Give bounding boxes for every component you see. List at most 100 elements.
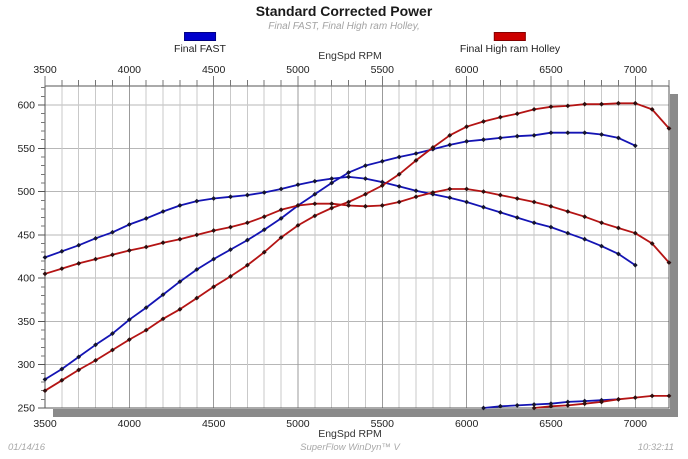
series-marker-final-fast-torque <box>228 194 233 200</box>
series-marker-final-holley-power <box>497 114 503 120</box>
series-marker-final-holley-torque <box>42 271 48 277</box>
series-marker-final-holley-lower-trace <box>582 401 588 407</box>
series-marker-final-fast-power <box>565 130 571 136</box>
series-marker-final-fast-torque <box>447 195 453 201</box>
series-marker-final-fast-power <box>110 331 115 336</box>
series-marker-final-holley-power <box>464 124 470 130</box>
series-marker-final-fast-torque <box>194 198 200 204</box>
axis-tick-label: 400 <box>17 273 35 285</box>
axis-tick-label: 3500 <box>33 418 57 430</box>
axis-tick-label: 300 <box>17 359 35 371</box>
series-marker-final-holley-torque <box>413 194 419 200</box>
series-marker-final-fast-power <box>363 163 368 169</box>
series-marker-final-fast-power <box>632 143 638 149</box>
series-marker-final-holley-power <box>329 205 335 211</box>
series-marker-final-holley-torque <box>464 186 470 192</box>
series-marker-final-holley-power <box>160 316 166 322</box>
series-marker-final-holley-torque <box>244 220 250 226</box>
series-marker-final-fast-torque <box>295 182 301 188</box>
series-marker-final-fast-power <box>177 279 183 285</box>
series-marker-final-fast-torque <box>59 248 65 254</box>
legend-swatch-final-fast <box>184 32 216 41</box>
series-marker-final-holley-lower-trace <box>649 393 655 399</box>
series-marker-final-fast-torque <box>582 236 588 242</box>
series-marker-final-fast-power <box>228 247 233 252</box>
series-marker-final-holley-torque <box>295 203 301 208</box>
series-marker-final-holley-torque <box>261 214 267 220</box>
series-marker-final-holley-torque <box>565 209 571 214</box>
series-marker-final-fast-lower-trace <box>548 401 554 407</box>
series-marker-final-holley-power <box>447 132 453 138</box>
axis-tick-label: 6500 <box>539 64 563 76</box>
series-marker-final-holley-torque <box>649 241 655 246</box>
series-marker-final-holley-power <box>379 183 385 188</box>
series-marker-final-fast-power <box>413 151 419 156</box>
series-marker-final-holley-power <box>42 388 48 394</box>
series-marker-final-fast-torque <box>76 242 82 248</box>
series-marker-final-fast-torque <box>329 176 335 182</box>
series-marker-final-holley-torque <box>379 203 385 208</box>
chart-title: Standard Corrected Power <box>255 3 433 19</box>
axis-tick-label: 5500 <box>371 418 395 430</box>
series-marker-final-fast-torque <box>126 222 132 227</box>
series-marker-final-fast-torque <box>363 176 368 182</box>
series-marker-final-fast-power <box>160 292 166 298</box>
series-marker-final-fast-torque <box>312 178 318 184</box>
series-marker-final-holley-torque <box>177 236 183 242</box>
series-marker-final-holley-power <box>430 145 436 150</box>
axis-tick-label: 5000 <box>286 64 310 76</box>
series-marker-final-fast-power <box>464 138 470 144</box>
series-marker-final-holley-torque <box>346 203 351 208</box>
axis-tick-label: 7000 <box>624 64 648 76</box>
series-marker-final-holley-torque <box>211 228 217 233</box>
series-marker-final-holley-power <box>93 357 98 363</box>
axis-tick-label: 550 <box>17 143 35 155</box>
series-marker-final-fast-lower-trace <box>531 402 537 407</box>
series-marker-final-holley-torque <box>110 252 115 258</box>
series-marker-final-fast-power <box>514 133 520 139</box>
series-marker-final-fast-torque <box>177 203 183 208</box>
legend-swatch-final-high-ram-holley <box>494 32 526 41</box>
series-marker-final-holley-torque <box>666 260 672 265</box>
series-marker-final-fast-power <box>346 170 351 175</box>
series-marker-final-holley-torque <box>599 220 604 226</box>
series-marker-final-fast-torque <box>93 235 98 241</box>
series-marker-final-holley-power <box>211 284 217 290</box>
series-marker-final-holley-power <box>616 100 621 106</box>
series-marker-final-fast-lower-trace <box>497 403 503 409</box>
series-line-final-holley-power <box>44 102 670 392</box>
series-marker-final-fast-power <box>379 158 385 164</box>
axis-tick-label: 6000 <box>455 418 479 430</box>
axis-tick-label: 4500 <box>202 418 226 430</box>
series-marker-final-holley-torque <box>582 214 588 220</box>
series-marker-final-holley-power <box>363 191 368 197</box>
axis-tick-label: 250 <box>17 403 35 415</box>
series-marker-final-holley-power <box>346 199 351 205</box>
series-marker-final-holley-torque <box>481 189 486 195</box>
series-marker-final-holley-power <box>599 101 604 107</box>
legend-item-final-fast: Final FAST <box>174 32 226 55</box>
series-marker-final-holley-lower-trace <box>632 395 638 401</box>
axis-tick-label: 7000 <box>624 418 648 430</box>
axis-tick-label: 3500 <box>33 64 57 76</box>
series-marker-final-holley-power <box>244 262 250 268</box>
legend-label-final-high-ram-holley: Final High ram Holley <box>459 43 561 55</box>
series-marker-final-holley-torque <box>363 203 368 209</box>
series-line-final-fast-power <box>44 131 636 381</box>
series-marker-final-holley-torque <box>548 203 554 209</box>
series-marker-final-fast-torque <box>548 224 554 230</box>
series-marker-final-fast-power <box>599 132 604 137</box>
series-marker-final-holley-power <box>278 235 284 240</box>
series-marker-final-holley-lower-trace <box>616 396 621 402</box>
series-marker-final-holley-power <box>649 106 655 112</box>
axis-tick-label: 5000 <box>286 418 310 430</box>
series-marker-final-fast-torque <box>244 192 250 198</box>
series-marker-final-holley-power <box>110 347 115 353</box>
series-marker-final-fast-power <box>76 354 82 360</box>
legend-item-final-high-ram-holley: Final High ram Holley <box>460 32 560 55</box>
series-marker-final-holley-power <box>194 295 200 301</box>
axis-tick-label: 4000 <box>118 418 142 430</box>
series-marker-final-fast-torque <box>565 230 571 236</box>
series-marker-final-holley-power <box>548 104 554 110</box>
series-marker-final-fast-power <box>481 137 486 143</box>
